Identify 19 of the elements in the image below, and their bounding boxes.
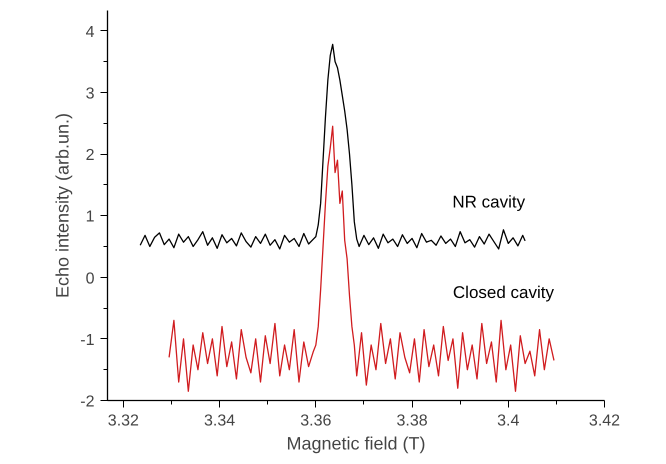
y-tick-label: 4 [86, 24, 95, 41]
line-series [140, 44, 526, 250]
x-tick-label: 3.32 [108, 412, 140, 430]
x-axis-title: Magnetic field (T) [286, 434, 426, 454]
series-label: NR cavity [452, 192, 526, 212]
series-label: Closed cavity [452, 282, 554, 302]
x-tick-label: 3.38 [396, 412, 428, 430]
x-tick-label: 3.34 [204, 412, 236, 430]
line-series [168, 126, 555, 392]
y-tick-label: 1 [86, 208, 95, 226]
y-tick-label: 3 [86, 85, 95, 102]
y-tick-label: -2 [80, 394, 95, 410]
x-tick-label: 3.4 [497, 412, 520, 430]
x-tick-label: 3.36 [300, 412, 332, 430]
x-tick-label: 3.42 [588, 412, 620, 430]
y-tick-label: -1 [80, 332, 95, 349]
y-tick-label: 2 [86, 147, 95, 164]
y-axis-title: Echo intensity (arb.un.) [52, 112, 72, 298]
y-tick-label: 0 [86, 270, 95, 288]
